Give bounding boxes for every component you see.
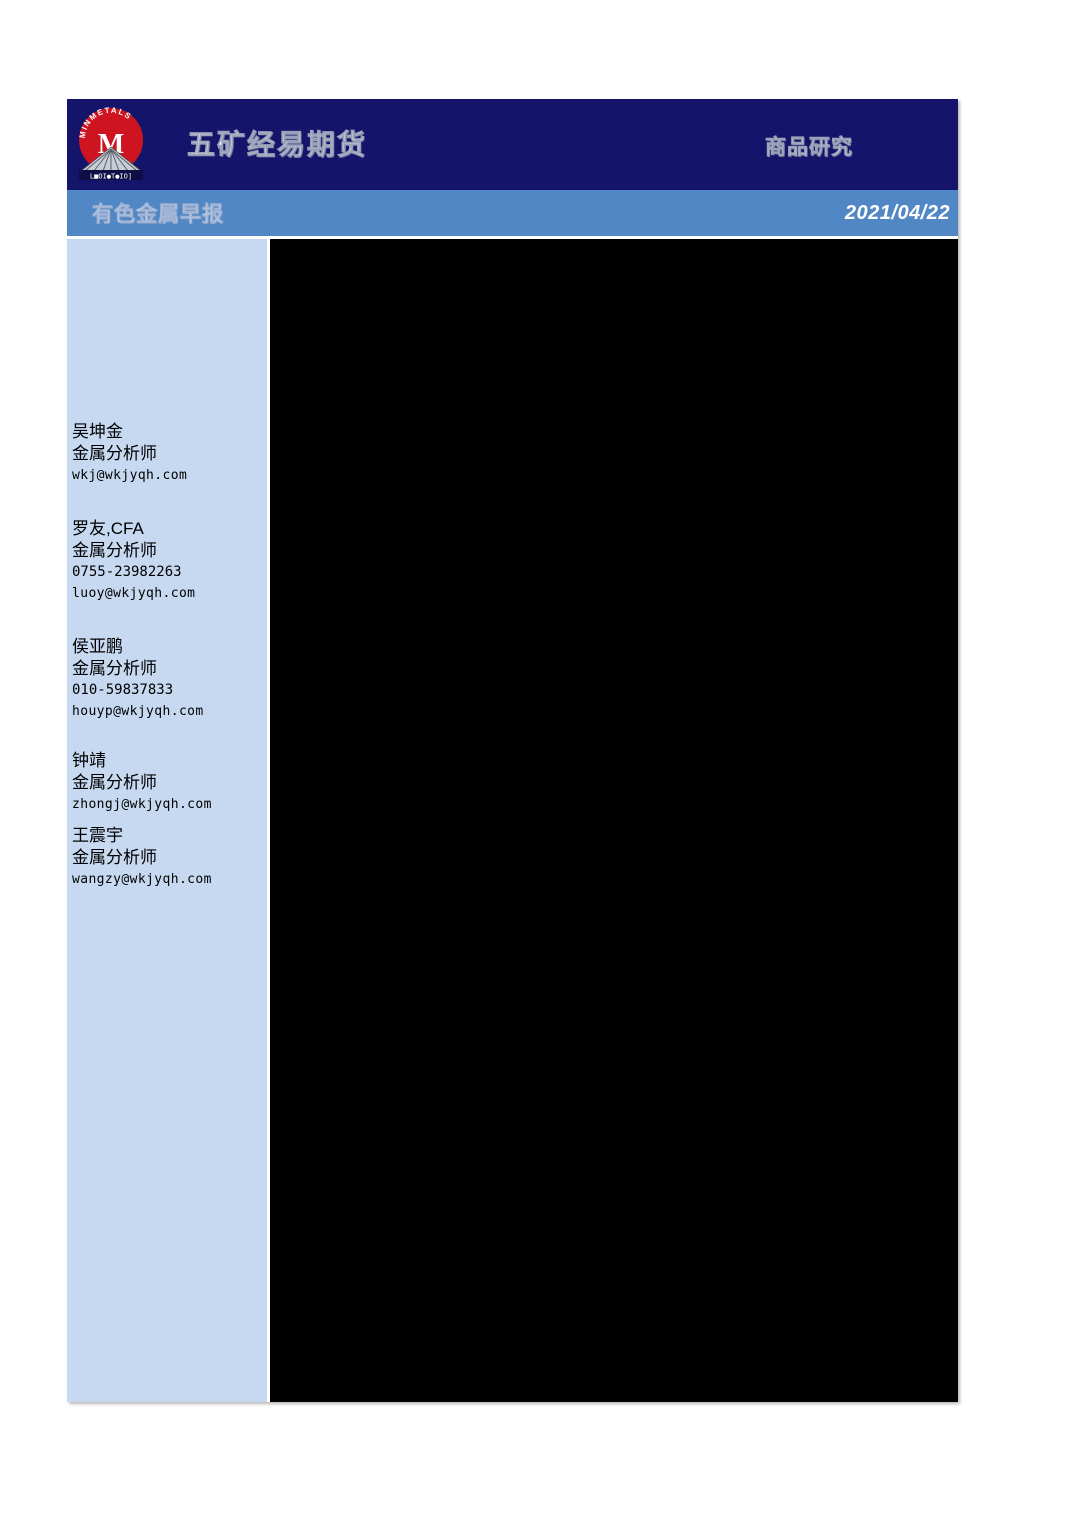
analyst-title: 金属分析师	[72, 848, 157, 867]
analyst-card: 钟靖 金属分析师 zhongj@wkjyqh.com	[72, 750, 265, 815]
report-title-bar: 有色金属早报 2021/04/22	[67, 190, 958, 236]
logo-base-bar	[79, 170, 143, 180]
analyst-title: 金属分析师	[72, 773, 157, 792]
analyst-title: 金属分析师	[72, 444, 157, 463]
report-title: 有色金属早报	[92, 203, 224, 227]
analyst-email: wkj@wkjyqh.com	[72, 468, 188, 483]
analyst-name: 侯亚鹏	[72, 637, 123, 656]
report-date: 2021/04/22	[844, 201, 950, 224]
analyst-email: wangzy@wkjyqh.com	[72, 872, 212, 887]
logo-fan	[79, 146, 143, 172]
analyst-email: houyp@wkjyqh.com	[72, 704, 204, 719]
report-document: MINMETALS M	[67, 99, 958, 1402]
analyst-card: 王震宇 金属分析师 wangzy@wkjyqh.com	[72, 825, 265, 890]
analyst-name: 钟靖	[72, 751, 106, 770]
analyst-title: 金属分析师	[72, 541, 157, 560]
analyst-name: 吴坤金	[72, 422, 123, 441]
minmetals-logo-icon: MINMETALS M	[75, 106, 149, 183]
report-body: 吴坤金 金属分析师 wkj@wkjyqh.com 罗友,CFA 金属分析师 07…	[67, 239, 958, 1402]
analyst-email: zhongj@wkjyqh.com	[72, 797, 212, 812]
analyst-card: 罗友,CFA 金属分析师 0755-23982263 luoy@wkjyqh.c…	[72, 518, 265, 604]
brand-title: 五矿经易期货	[187, 129, 368, 160]
masthead: MINMETALS M	[67, 99, 958, 190]
redacted-content-area	[270, 239, 958, 1402]
analyst-title: 金属分析师	[72, 659, 157, 678]
analyst-phone: 0755-23982263	[72, 564, 182, 580]
logo-base-text: L■OI●T●IO]	[90, 173, 132, 181]
analyst-name: 罗友,CFA	[72, 519, 144, 538]
analyst-list: 吴坤金 金属分析师 wkj@wkjyqh.com 罗友,CFA 金属分析师 07…	[67, 239, 267, 1402]
analyst-card: 侯亚鹏 金属分析师 010-59837833 houyp@wkjyqh.com	[72, 636, 265, 722]
analyst-card: 吴坤金 金属分析师 wkj@wkjyqh.com	[72, 421, 265, 486]
analyst-sidebar: 吴坤金 金属分析师 wkj@wkjyqh.com 罗友,CFA 金属分析师 07…	[67, 239, 267, 1402]
analyst-name: 王震宇	[72, 826, 123, 845]
analyst-phone: 010-59837833	[72, 682, 174, 698]
logo-red-circle	[79, 108, 143, 172]
analyst-email: luoy@wkjyqh.com	[72, 586, 196, 601]
minmetals-logo-svg: MINMETALS M	[78, 106, 143, 181]
department-label: 商品研究	[765, 136, 853, 160]
